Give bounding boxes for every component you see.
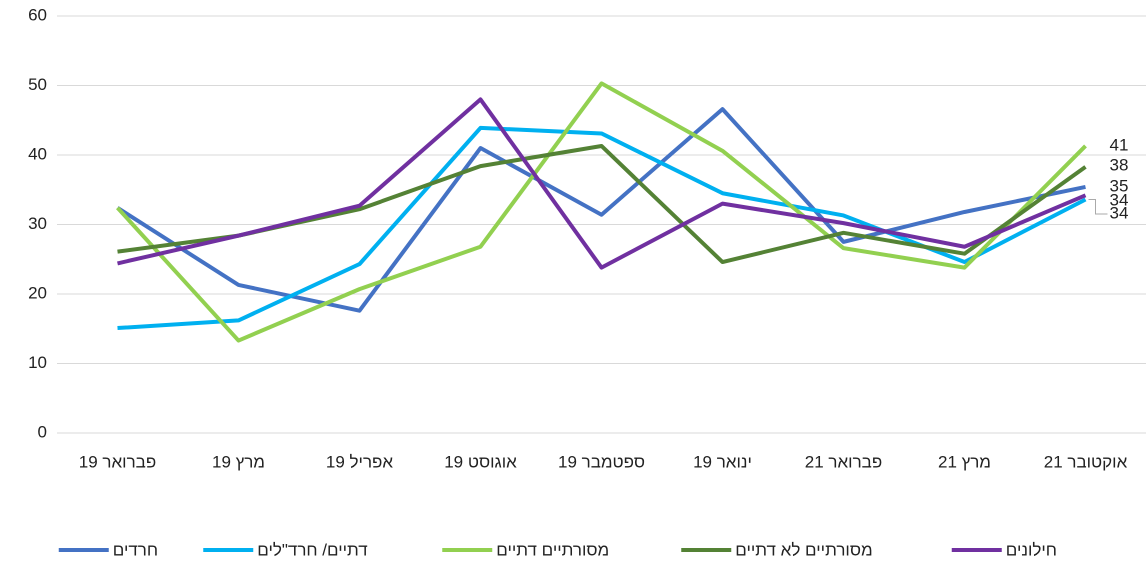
x-tick-label: ספטמבר 19 [558,452,645,471]
y-tick-label: 40 [28,144,47,163]
y-tick-label: 60 [28,5,47,24]
x-tick-label: אוקטובר 21 [1044,452,1128,471]
legend-label: דתיים/ חרד"לים [257,540,367,559]
data-label: 35 [1110,176,1129,195]
data-label: 34 [1110,203,1129,222]
series-line [117,97,1087,270]
series-line [116,107,1086,313]
legend-label: מסורתיים לא דתיים [735,540,872,559]
data-label: 34 [1110,190,1129,209]
legend-label: חילונים [1006,540,1057,559]
data-label: 41 [1110,135,1129,154]
x-tick-label: אפריל 19 [326,452,394,471]
y-tick-label: 50 [28,75,47,94]
x-tick-label: מרץ 21 [938,452,991,471]
data-label: 38 [1110,155,1129,174]
legend-label: חרדים [113,540,158,559]
x-tick-label: מרץ 19 [212,452,265,471]
legend-label: מסורתיים דתיים [496,540,609,559]
y-tick-label: 10 [28,353,47,372]
x-tick-label: ינואר 19 [693,452,752,471]
y-tick-label: 20 [28,283,47,302]
series-line [117,143,1087,265]
x-tick-label: פברואר 19 [79,452,156,471]
y-tick-label: 30 [28,214,47,233]
x-tick-label: אוגוסט 19 [444,452,517,471]
leader-line [1088,198,1108,215]
x-tick-label: פברואר 21 [805,452,882,471]
y-tick-label: 0 [38,422,47,441]
series-line [116,81,1087,343]
